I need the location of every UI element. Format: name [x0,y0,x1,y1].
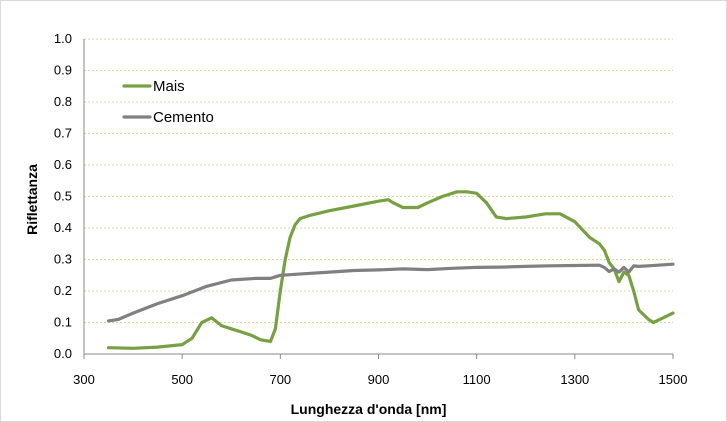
y-axis-title: Riflettanza [24,164,40,235]
y-tick-label: 0.8 [54,94,72,109]
x-tick-label: 300 [73,372,95,387]
y-tick-label: 0.1 [54,315,72,330]
series-line-cemento [109,264,674,321]
x-tick-label: 1100 [463,372,491,387]
x-tick-label: 500 [171,372,193,387]
x-tick-label: 1300 [560,372,589,387]
legend-label-mais: Mais [153,78,185,95]
x-tick-label: 1500 [659,372,688,387]
series-lines [109,192,674,348]
x-axis-title: Lunghezza d'onda [nm] [291,401,447,417]
y-tick-label: 0.7 [54,126,72,141]
y-tick-label: 0.2 [54,283,72,298]
legend-label-cemento: Cemento [153,109,214,126]
x-tick-label: 700 [269,372,291,387]
y-tick-label: 0.9 [54,63,72,78]
y-tick-label: 0.6 [54,157,72,172]
y-tick-label: 1.0 [54,31,72,46]
y-tick-label: 0.4 [54,220,72,235]
y-tick-labels: 0.0 0.1 0.2 0.3 0.4 0.5 0.6 0.7 0.8 0.9 1.0 [54,31,72,361]
x-tick-label: 900 [368,372,390,387]
x-tick-labels: 300 500 700 900 1100 1300 1500 [73,354,687,387]
y-tick-label: 0.3 [54,252,72,267]
y-tick-label: 0.5 [54,189,72,204]
y-tick-label: 0.0 [54,346,72,361]
